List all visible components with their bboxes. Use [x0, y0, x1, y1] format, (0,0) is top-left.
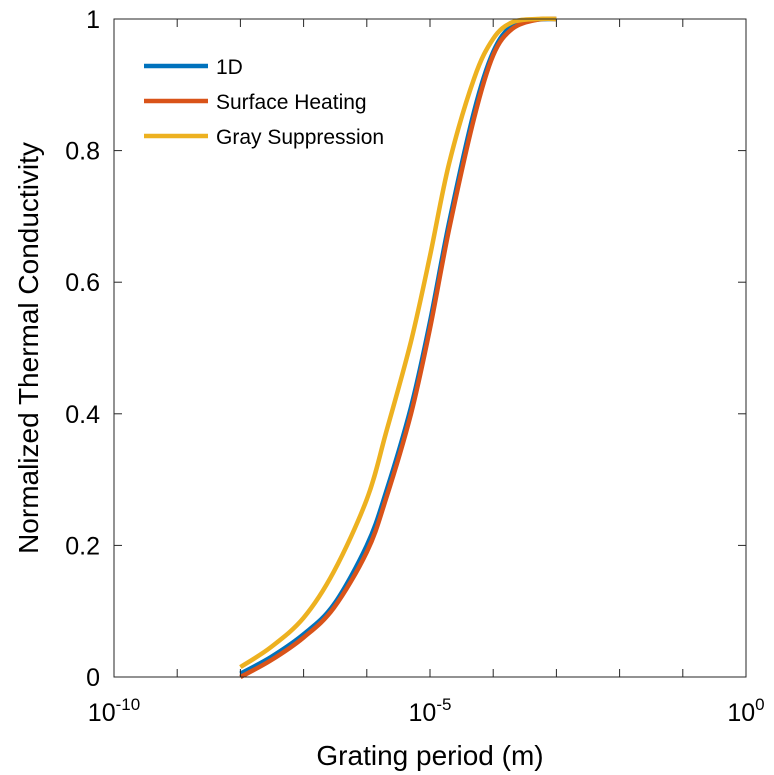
y-tick-label: 0.2: [65, 532, 100, 560]
legend-label-3: Gray Suppression: [216, 126, 384, 149]
x-axis-label: Grating period (m): [316, 740, 543, 771]
axis-ticks: [113, 18, 747, 678]
y-axis-label: Normalized Thermal Conductivity: [13, 142, 44, 554]
series-line-2: [239, 16, 557, 679]
plot-lines: [239, 16, 557, 679]
x-tick-label: 100: [727, 695, 764, 727]
x-tick-label: 10-10: [88, 695, 140, 727]
y-tick-label: 1: [86, 6, 100, 34]
series-line-3: [239, 16, 557, 669]
y-tick-label: 0.4: [65, 401, 100, 429]
axis-tick-labels: 0 0.2 0.4 0.6 0.8 1 10-10 10-5 100: [65, 6, 764, 727]
x-tick-label: 10-5: [409, 695, 452, 727]
y-tick-label: 0: [86, 664, 100, 692]
y-tick-label: 0.8: [65, 138, 100, 166]
legend-label-1: 1D: [216, 56, 243, 79]
y-tick-label: 0.6: [65, 269, 100, 297]
legend-label-2: Surface Heating: [216, 91, 367, 114]
legend: 1D Surface Heating Gray Suppression: [144, 56, 384, 149]
